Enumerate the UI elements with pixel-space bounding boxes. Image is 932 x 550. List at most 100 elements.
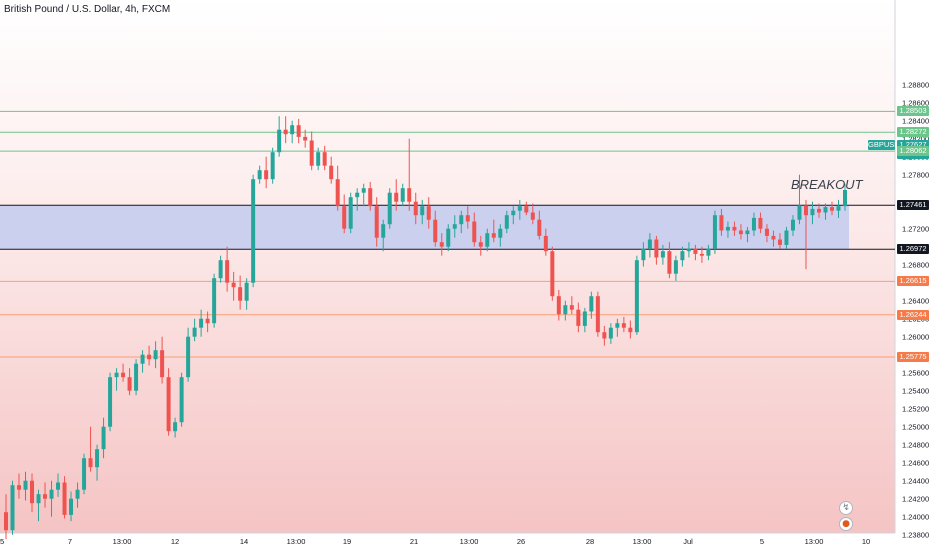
candle[interactable] (348, 192, 353, 234)
candle[interactable] (433, 210, 438, 247)
candle[interactable] (569, 296, 574, 315)
candle[interactable] (472, 212, 477, 247)
candle[interactable] (10, 480, 15, 535)
candle[interactable] (244, 278, 249, 310)
candle[interactable] (30, 473, 35, 513)
candle[interactable] (36, 489, 41, 522)
candle[interactable] (75, 482, 80, 508)
candle[interactable] (550, 246, 555, 301)
candle[interactable] (127, 368, 132, 396)
candle[interactable] (732, 221, 737, 236)
candle[interactable] (608, 323, 613, 344)
candle[interactable] (504, 210, 509, 234)
candle[interactable] (439, 233, 444, 256)
candle[interactable] (212, 273, 217, 328)
candle[interactable] (465, 206, 470, 229)
candle[interactable] (4, 494, 8, 540)
candle[interactable] (407, 138, 412, 211)
candle[interactable] (719, 208, 724, 236)
candle[interactable] (114, 368, 119, 391)
candle[interactable] (589, 291, 594, 319)
candle[interactable] (836, 199, 841, 218)
candle[interactable] (361, 183, 366, 207)
candle[interactable] (368, 181, 373, 211)
candle[interactable] (121, 363, 126, 382)
candle[interactable] (231, 271, 236, 301)
candle[interactable] (797, 174, 802, 225)
candle[interactable] (823, 203, 828, 220)
candle[interactable] (673, 255, 678, 281)
candle[interactable] (225, 246, 230, 292)
candle[interactable] (647, 233, 652, 258)
candle[interactable] (615, 318, 620, 337)
candle[interactable] (667, 242, 672, 279)
candle[interactable] (634, 255, 639, 335)
candle[interactable] (829, 201, 834, 216)
candle[interactable] (264, 156, 269, 189)
candle[interactable] (816, 203, 821, 218)
candle[interactable] (309, 131, 314, 171)
candle[interactable] (355, 188, 360, 211)
candle[interactable] (621, 316, 626, 333)
candle[interactable] (173, 417, 178, 438)
candle[interactable] (764, 224, 769, 243)
candle[interactable] (186, 327, 191, 382)
candle[interactable] (88, 426, 93, 472)
candle[interactable] (478, 235, 483, 256)
candle[interactable] (706, 244, 711, 261)
candle[interactable] (602, 325, 607, 346)
candle[interactable] (49, 480, 54, 517)
candle[interactable] (270, 147, 275, 184)
candle[interactable] (95, 444, 100, 481)
candle[interactable] (179, 372, 184, 427)
candle[interactable] (251, 174, 256, 288)
candle[interactable] (784, 226, 789, 249)
candle[interactable] (420, 199, 425, 225)
candle[interactable] (693, 244, 698, 261)
candle[interactable] (303, 129, 308, 148)
candle[interactable] (218, 255, 223, 283)
candle[interactable] (277, 116, 282, 157)
candle[interactable] (725, 221, 730, 238)
candle[interactable] (257, 165, 262, 184)
candle[interactable] (82, 453, 87, 495)
candle[interactable] (699, 246, 704, 263)
candle[interactable] (192, 318, 197, 342)
candle[interactable] (160, 336, 165, 384)
candle[interactable] (751, 212, 756, 236)
candle[interactable] (524, 201, 529, 216)
candle[interactable] (43, 482, 48, 508)
candle[interactable] (563, 300, 568, 321)
candle[interactable] (69, 491, 74, 522)
candle[interactable] (452, 215, 457, 238)
candle[interactable] (335, 165, 340, 211)
candle[interactable] (374, 197, 379, 247)
candle[interactable] (582, 307, 587, 333)
candle[interactable] (511, 206, 516, 225)
candle[interactable] (790, 215, 795, 236)
candle[interactable] (153, 341, 158, 369)
candle[interactable] (680, 246, 685, 267)
candle[interactable] (712, 210, 717, 254)
candle[interactable] (628, 320, 633, 339)
candle[interactable] (381, 219, 386, 252)
candle[interactable] (771, 230, 776, 247)
candle[interactable] (745, 226, 750, 243)
candle[interactable] (777, 233, 782, 249)
candle[interactable] (543, 228, 548, 256)
candle[interactable] (101, 417, 106, 459)
candle[interactable] (758, 212, 763, 234)
candle[interactable] (134, 359, 139, 396)
lightning-icon[interactable]: ↯ (839, 501, 853, 515)
candle[interactable] (446, 224, 451, 252)
candle[interactable] (810, 201, 815, 225)
candle[interactable] (296, 118, 301, 144)
candle[interactable] (166, 368, 171, 436)
candle[interactable] (23, 471, 28, 501)
candle[interactable] (530, 203, 535, 225)
candle[interactable] (654, 235, 659, 265)
candle[interactable] (400, 183, 405, 207)
candle[interactable] (641, 242, 646, 267)
candle[interactable] (556, 289, 561, 321)
